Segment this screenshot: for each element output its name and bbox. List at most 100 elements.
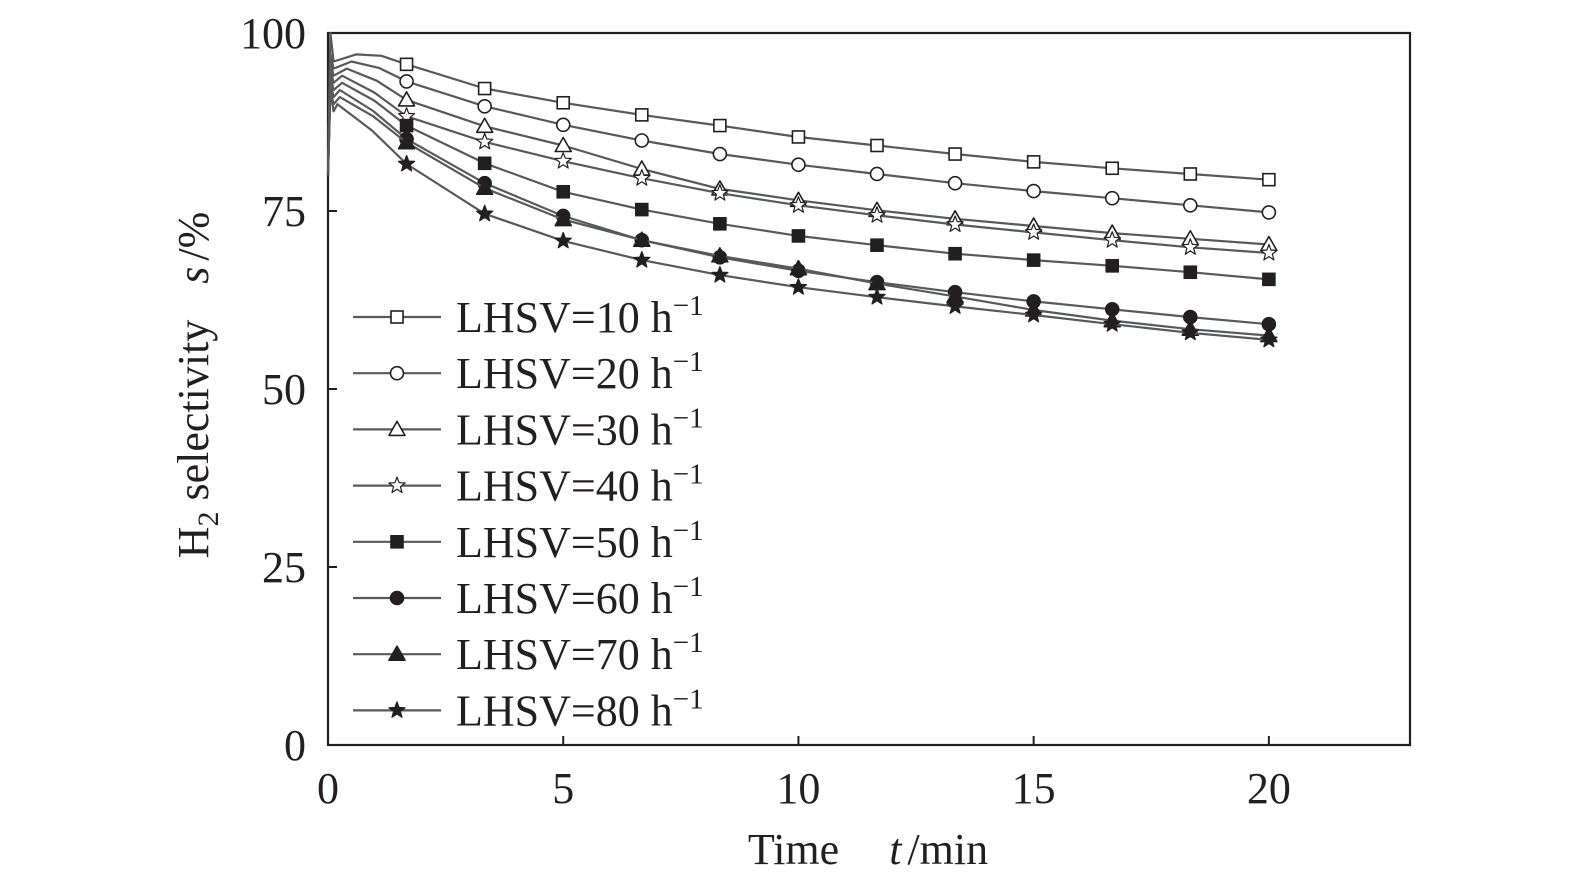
data-point-circle-open [555,117,571,133]
y-axis-label-prefix: H [169,527,218,559]
x-axis-label-unit: /min [907,825,988,874]
data-point-star-filled [554,231,572,249]
data-point-star-filled [1260,330,1278,348]
data-point-circle-open [1183,198,1198,213]
legend-label-sup: −1 [673,515,704,547]
data-point-circle-open [1104,190,1120,206]
series-8 [326,88,1278,348]
legend-item-5: LHSV=50 h−1 [353,515,704,567]
data-point-triangle-filled [789,259,808,276]
data-point-square-open [556,95,571,110]
legend-label: LHSV=40 h−1 [456,459,704,511]
data-point-square-open [390,310,404,324]
legend-label-text: LHSV=70 h [456,630,673,679]
legend-item-1: LHSV=10 h−1 [353,290,704,342]
legend-label-sup: −1 [673,571,704,603]
data-point-star-open [868,206,886,223]
data-point-square-filled [1183,265,1198,280]
data-point-square-filled [390,534,404,549]
data-point-circle-open [399,74,414,89]
y-tick-label: 50 [262,365,306,414]
legend-label: LHSV=80 h−1 [456,683,704,735]
x-axis-label: Time t/min [748,825,988,874]
series-layer [326,31,1278,348]
data-point-circle-filled [389,590,405,606]
data-point-square-open [713,118,727,133]
series-line [326,60,1269,246]
x-axis-label-main: Time [748,825,839,874]
data-point-square-open [870,138,884,153]
legend-label-sup: −1 [673,683,704,715]
legend-label: LHSV=10 h−1 [456,290,704,342]
legend-label: LHSV=50 h−1 [456,515,704,567]
legend-item-6: LHSV=60 h−1 [353,571,704,623]
x-axis: 0 5 10 15 20 [317,736,1291,813]
x-tick-label: 15 [1012,764,1056,813]
data-point-square-open [948,147,962,161]
legend-label-sup: −1 [673,459,704,491]
y-axis-label-sub: 2 [192,512,225,527]
legend-label: LHSV=30 h−1 [456,402,704,454]
data-point-circle-open [389,365,405,381]
data-point-square-open [1105,161,1120,176]
data-point-circle-open [1261,205,1277,220]
x-tick-label: 5 [552,764,574,813]
data-point-square-filled [399,118,414,133]
data-point-star-open [554,152,572,169]
data-point-star-open [476,132,494,150]
data-point-square-filled [556,184,571,199]
data-point-circle-open [1026,183,1041,199]
y-tick-label: 75 [262,187,306,236]
data-point-star-open [388,476,406,494]
y-tick-label: 100 [240,9,306,58]
data-point-triangle-filled [475,179,494,196]
data-point-star-filled [1103,315,1121,332]
data-point-star-filled [711,266,729,283]
y-tick-label: 25 [262,543,306,592]
data-point-triangle-filled [632,231,651,247]
legend-label-text: LHSV=20 h [456,349,673,398]
data-point-star-open [633,169,651,186]
data-point-star-open [1103,231,1121,248]
legend-label: LHSV=60 h−1 [456,571,704,623]
legend-label-text: LHSV=30 h [456,405,673,454]
data-point-triangle-open [554,136,573,153]
y-axis: 0 25 50 75 100 [240,9,337,770]
data-point-star-filled [388,701,406,718]
data-point-star-open [1024,223,1043,240]
data-point-square-filled [870,238,884,252]
legend-label: LHSV=70 h−1 [456,627,704,679]
data-point-triangle-open [388,420,406,437]
x-axis-label-symbol: t [889,825,903,874]
data-point-square-filled [1105,259,1120,273]
legend-label-sup: −1 [673,346,704,378]
data-point-triangle-filled [554,210,573,227]
legend-item-8: LHSV=80 h−1 [353,683,704,735]
data-point-star-open [1260,243,1278,261]
data-point-star-filled [476,204,494,222]
x-tick-label: 10 [776,764,820,813]
series-4 [326,67,1278,261]
y-axis-label-symbol: s [169,267,218,284]
data-point-star-filled [633,251,651,268]
data-point-star-filled [946,297,964,314]
data-point-square-filled [477,156,492,171]
legend-label-sup: −1 [673,290,704,322]
legend-item-7: LHSV=70 h−1 [353,627,704,679]
legend-label-sup: −1 [673,627,704,659]
series-line [326,74,1270,281]
x-tick-label: 0 [317,764,339,813]
legend-item-2: LHSV=20 h−1 [353,346,704,398]
data-point-square-open [399,57,414,72]
data-point-square-open [791,130,806,144]
data-point-triangle-filled [711,247,729,263]
data-point-circle-open [791,157,806,173]
data-point-square-filled [713,217,727,231]
series-1 [326,31,1276,187]
y-axis-label: H2 selectivity s /% [169,212,225,559]
legend-label-text: LHSV=60 h [456,574,673,623]
data-point-square-open [1183,167,1198,181]
data-point-star-filled [868,288,886,305]
data-point-circle-open [869,166,885,182]
